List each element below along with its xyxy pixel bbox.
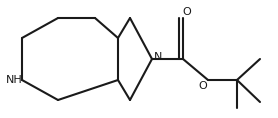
Text: N: N (154, 52, 162, 62)
Text: NH: NH (6, 75, 22, 85)
Text: O: O (183, 7, 191, 17)
Text: O: O (198, 81, 207, 91)
